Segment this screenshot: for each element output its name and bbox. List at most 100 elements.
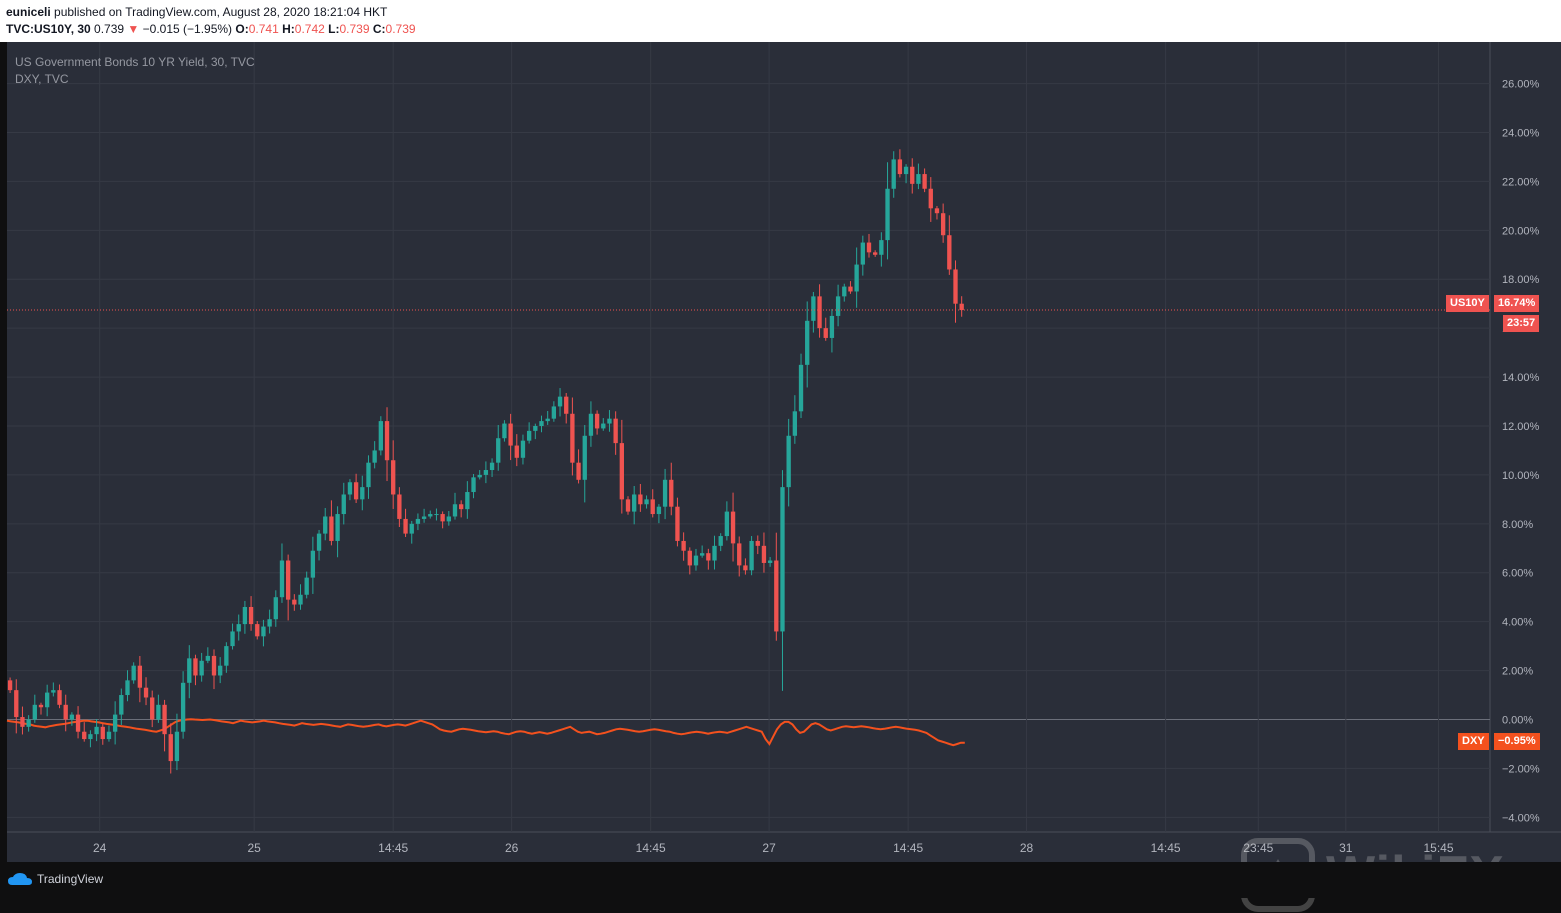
candle-up: [298, 594, 303, 605]
candle-down: [211, 655, 217, 676]
candle-down: [14, 690, 19, 718]
y-tick-label: 12.00%: [1502, 421, 1540, 433]
candle-down: [959, 303, 964, 311]
x-tick-label: 15:45: [1423, 841, 1453, 855]
publisher-name[interactable]: euniceli: [6, 5, 51, 19]
candle-down: [514, 445, 519, 458]
tradingview-brand[interactable]: TradingView: [7, 872, 103, 886]
candle-down: [928, 188, 933, 209]
bar-countdown-badge: 23:57: [1503, 315, 1540, 332]
candle-down: [63, 704, 68, 720]
open-value: 0.741: [248, 22, 279, 36]
candle-down: [823, 328, 828, 338]
candle-down: [873, 252, 878, 255]
legend-main-series[interactable]: US Government Bonds 10 YR Yield, 30, TVC: [15, 55, 255, 69]
candle-up: [51, 690, 56, 693]
price-chart[interactable]: 26.00%24.00%22.00%20.00%18.00%16.00%14.0…: [0, 42, 1561, 862]
candle-up: [786, 435, 791, 488]
candle-down: [761, 545, 767, 563]
candle-up: [218, 665, 223, 676]
candle-down: [193, 658, 198, 676]
candle-up: [607, 418, 612, 424]
candle-up: [662, 479, 668, 507]
candle-up: [829, 315, 835, 338]
candle-up: [156, 704, 161, 720]
candle-down: [774, 560, 779, 632]
candle-up: [32, 704, 37, 720]
x-tick-label: 25: [247, 841, 261, 855]
candle-up: [187, 658, 192, 683]
y-tick-label: 0.00%: [1502, 714, 1533, 726]
candle-down: [285, 560, 291, 600]
candle-up: [632, 494, 637, 512]
tradingview-cloud-icon: [8, 873, 32, 885]
candle-up: [242, 606, 248, 625]
candle-down: [292, 599, 297, 605]
candle-up: [712, 545, 717, 561]
x-tick-label: 14:45: [636, 841, 666, 855]
candle-up: [304, 577, 309, 595]
candle-up: [261, 626, 266, 637]
close-label: C:: [372, 22, 386, 36]
x-tick-label: 27: [762, 841, 776, 855]
low-value: 0.739: [339, 22, 370, 36]
candle-up: [483, 470, 489, 475]
candle-up: [174, 731, 180, 762]
x-tick-label: 31: [1339, 841, 1353, 855]
candle-up: [489, 462, 495, 471]
y-tick-label: 6.00%: [1502, 568, 1533, 580]
candle-down: [508, 423, 513, 446]
candle-up: [854, 264, 859, 292]
candle-up: [526, 430, 532, 441]
y-tick-label: 26.00%: [1502, 79, 1540, 91]
candle-up: [88, 734, 93, 740]
candle-up: [842, 286, 847, 297]
y-tick-label: 24.00%: [1502, 127, 1540, 139]
x-tick-label: 14:45: [378, 841, 408, 855]
candle-up: [520, 440, 526, 458]
candle-down: [922, 174, 927, 189]
x-tick-label: 28: [1020, 841, 1034, 855]
candle-up: [421, 516, 427, 519]
candle-down: [353, 482, 359, 500]
candle-up: [360, 487, 365, 500]
price-change: −0.015 (−1.95%): [142, 22, 233, 36]
candle-down: [594, 413, 600, 429]
candle-up: [471, 477, 476, 493]
candle-up: [347, 482, 353, 495]
candle-down: [248, 606, 254, 625]
candle-down: [20, 717, 25, 727]
candle-up: [496, 438, 501, 463]
publish-info: euniceli published on TradingView.com, A…: [6, 5, 387, 19]
candle-up: [465, 492, 470, 510]
chart-legend: US Government Bonds 10 YR Yield, 30, TVC…: [15, 54, 255, 88]
high-label: H:: [282, 22, 295, 36]
candle-up: [415, 518, 421, 524]
candle-down: [681, 540, 686, 551]
y-tick-label: 18.00%: [1502, 274, 1540, 286]
candle-up: [279, 560, 285, 598]
chart-area[interactable]: 26.00%24.00%22.00%20.00%18.00%16.00%14.0…: [0, 42, 1561, 912]
candle-up: [749, 540, 754, 571]
candle-down: [143, 687, 149, 698]
y-tick-label: 20.00%: [1502, 225, 1540, 237]
y-tick-label: 22.00%: [1502, 176, 1540, 188]
candle-up: [891, 159, 896, 189]
candle-up: [644, 499, 649, 505]
y-tick-label: 2.00%: [1502, 666, 1533, 678]
candle-down: [75, 714, 81, 732]
close-value: 0.739: [385, 22, 416, 36]
y-tick-label: 14.00%: [1502, 372, 1540, 384]
candle-up: [539, 421, 544, 426]
candle-up: [446, 516, 451, 522]
candle-down: [57, 690, 62, 705]
candle-up: [94, 726, 99, 735]
legend-compare-series[interactable]: DXY, TVC: [15, 72, 69, 86]
candle-up: [205, 655, 210, 661]
brand-text: TradingView: [37, 872, 104, 886]
x-tick-label: 24: [93, 841, 107, 855]
plot-background: [7, 42, 1490, 832]
candle-down: [384, 421, 390, 461]
price-axis-background: [1490, 42, 1561, 832]
candle-up: [792, 411, 798, 436]
